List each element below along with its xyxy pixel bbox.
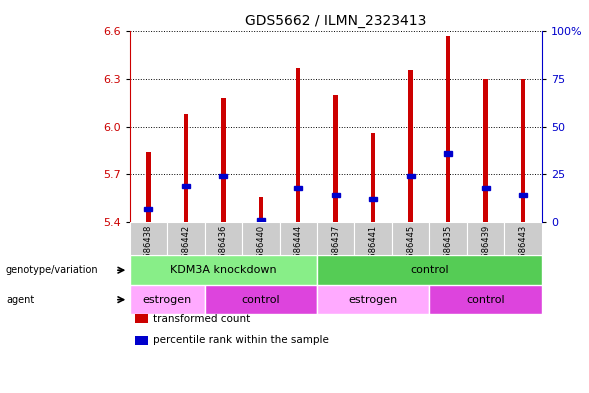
Bar [146,152,151,222]
Text: GSM1686443: GSM1686443 [519,225,528,281]
Bar [355,222,392,255]
Bar [294,185,302,190]
Bar [242,222,280,255]
Bar [504,222,542,255]
Text: estrogen: estrogen [143,295,191,305]
Bar [317,222,355,255]
Text: control: control [410,265,449,275]
Bar [317,255,542,285]
Bar [257,218,265,222]
Bar [204,285,317,314]
Bar [446,36,451,222]
Text: GSM1686439: GSM1686439 [481,225,490,281]
Bar [204,222,242,255]
Bar [221,98,226,222]
Text: GSM1686437: GSM1686437 [331,225,340,281]
Bar [408,70,413,222]
Bar [144,207,153,211]
Bar [371,133,375,222]
Bar [392,222,429,255]
Text: KDM3A knockdown: KDM3A knockdown [170,265,277,275]
Bar [332,193,340,197]
Bar [519,193,527,197]
Text: GSM1686438: GSM1686438 [144,225,153,281]
Text: GSM1686436: GSM1686436 [219,225,228,281]
Bar [429,222,467,255]
Text: GSM1686442: GSM1686442 [181,225,190,281]
Text: GSM1686435: GSM1686435 [444,225,453,281]
Bar [130,285,204,314]
Bar [484,79,488,222]
Bar [317,285,429,314]
Text: transformed count: transformed count [153,314,250,324]
Text: control: control [466,295,505,305]
Bar [429,285,542,314]
Text: GSM1686445: GSM1686445 [406,225,415,281]
Bar [467,222,504,255]
Bar [167,222,204,255]
Bar [482,185,490,190]
Text: genotype/variation: genotype/variation [6,265,98,275]
Text: GSM1686441: GSM1686441 [369,225,378,281]
Bar [521,79,525,222]
Text: agent: agent [6,295,34,305]
Bar [181,184,190,188]
Bar [184,114,188,222]
Text: GSM1686444: GSM1686444 [294,225,303,281]
Title: GDS5662 / ILMN_2323413: GDS5662 / ILMN_2323413 [245,14,426,28]
Bar [369,197,378,201]
Bar [406,174,415,178]
Text: estrogen: estrogen [349,295,398,305]
Bar [130,255,317,285]
Text: control: control [241,295,280,305]
Bar [444,151,452,156]
Bar [296,68,300,222]
Bar [130,222,167,255]
Text: percentile rank within the sample: percentile rank within the sample [153,335,329,345]
Bar [333,95,338,222]
Bar [280,222,317,255]
Text: GSM1686440: GSM1686440 [256,225,265,281]
Bar [259,196,263,222]
Bar [219,174,227,178]
